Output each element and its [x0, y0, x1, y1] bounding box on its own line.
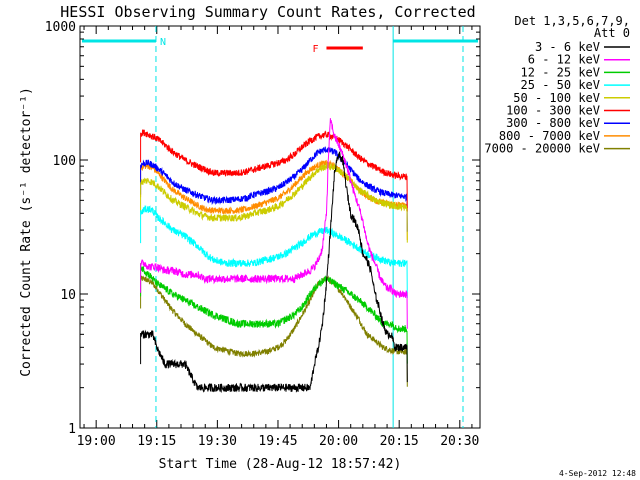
legend-entry-label: 25 - 50 keV — [521, 78, 600, 92]
legend-entry-label: 12 - 25 keV — [521, 65, 600, 79]
x-tick-label: 20:15 — [380, 434, 419, 449]
legend-entry-label: 7000 - 20000 keV — [484, 142, 600, 156]
series-line — [140, 162, 408, 243]
legend-entry-label: 50 - 100 keV — [513, 91, 600, 105]
plot-area: 1 10 100 1000 19:00 19:15 19:30 19:45 20:00 20:15… — [45, 20, 481, 449]
flare-label: F — [312, 44, 318, 55]
y-tick-label: 10 — [60, 288, 76, 303]
series-line — [140, 151, 408, 393]
y-axis-label: Corrected Count Rate (s⁻¹ detector⁻¹) — [19, 87, 34, 377]
legend-header-attenuator: Att 0 — [594, 26, 630, 40]
series-line — [140, 263, 408, 364]
series-line — [140, 146, 408, 232]
legend-entry-label: 100 - 300 keV — [506, 104, 600, 118]
series-line — [140, 159, 408, 241]
x-tick-label: 20:30 — [440, 434, 479, 449]
series-line — [140, 275, 408, 387]
series-line — [140, 118, 408, 329]
x-tick-label: 19:30 — [198, 434, 237, 449]
x-tick-label: 19:45 — [258, 434, 297, 449]
legend-entry-label: 3 - 6 keV — [535, 40, 600, 54]
timestamp: 4-Sep-2012 12:48 — [559, 469, 636, 478]
chart-title: HESSI Observing Summary Count Rates, Cor… — [60, 3, 475, 21]
x-axis-label: Start Time (28-Aug-12 18:57:42) — [159, 457, 402, 472]
x-tick-label: 19:00 — [77, 434, 116, 449]
y-tick-label: 1000 — [45, 20, 76, 35]
y-tick-label: 1 — [68, 422, 76, 437]
legend-entry-label: 300 - 800 keV — [506, 116, 600, 130]
legend-entry-label: 6 - 12 keV — [528, 53, 600, 67]
plot-frame — [79, 25, 481, 429]
x-tick-label: 19:15 — [137, 434, 176, 449]
x-tick-label: 20:00 — [319, 434, 358, 449]
night-label: N — [160, 37, 166, 48]
legend-header-detectors: Det 1,3,5,6,7,9, — [514, 14, 630, 28]
series-line — [140, 129, 408, 212]
legend-entry-label: 800 - 7000 keV — [499, 129, 600, 143]
y-tick-label: 100 — [53, 154, 76, 169]
series-line — [140, 205, 408, 298]
